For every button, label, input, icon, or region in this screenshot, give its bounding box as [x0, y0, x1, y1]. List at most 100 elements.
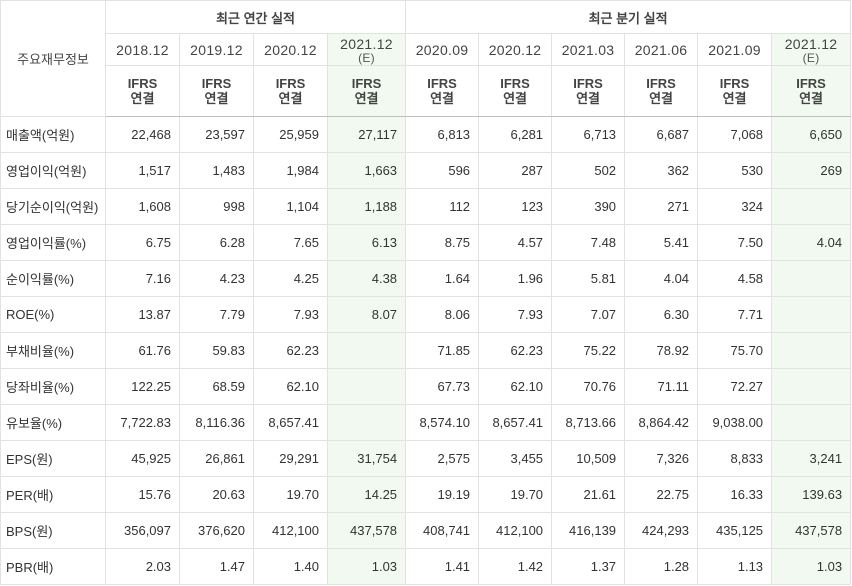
period-date: 2021.06 — [634, 41, 688, 58]
table-cell: 6,650 — [771, 116, 852, 153]
table-cell: 16.33 — [697, 476, 773, 513]
table-cell: 19.70 — [478, 476, 553, 513]
table-cell: 1,663 — [326, 152, 407, 189]
table-cell: 45,925 — [105, 440, 180, 477]
table-cell: 7.07 — [551, 296, 626, 333]
basis-scope: 연결 — [799, 91, 824, 106]
basis-scope: 연결 — [278, 91, 303, 106]
table-cell — [771, 296, 852, 333]
period-date: 2020.12 — [488, 41, 542, 58]
table-cell: 67.73 — [405, 368, 480, 405]
basis-scope: 연결 — [430, 91, 454, 106]
table-cell: 15.76 — [105, 476, 180, 513]
table-cell: 4.04 — [771, 224, 852, 261]
table-cell: 8,116.36 — [179, 404, 254, 441]
table-cell: 22,468 — [105, 116, 180, 153]
table-cell: 75.22 — [551, 332, 626, 369]
table-cell: 1.64 — [405, 260, 480, 297]
table-cell: 408,741 — [405, 512, 480, 549]
table-cell: 112 — [405, 188, 480, 225]
table-row: ROE(%) 13.87 7.79 7.93 8.07 8.06 7.93 7.07 6.30 7… — [0, 296, 852, 333]
row-label: BPS(원) — [0, 512, 106, 549]
table-cell: 78.92 — [624, 332, 699, 369]
table-cell: 362 — [624, 152, 699, 189]
period-header: 2020.09 — [405, 33, 480, 66]
period-header: 2021.12 (E) — [771, 33, 852, 66]
table-cell — [771, 260, 852, 297]
basis-standard: IFRS — [201, 76, 232, 91]
annual-group-header: 최근 연간 실적 — [104, 0, 407, 34]
row-label: ROE(%) — [0, 296, 106, 333]
table-cell: 4.58 — [697, 260, 773, 297]
period-header: 2021.09 — [697, 33, 773, 66]
table-cell: 19.19 — [405, 476, 480, 513]
basis-header: IFRS 연결 — [697, 65, 773, 117]
table-cell: 9,038.00 — [697, 404, 773, 441]
table-cell: 13.87 — [105, 296, 180, 333]
table-cell: 6,281 — [478, 116, 553, 153]
basis-standard: IFRS — [719, 76, 750, 91]
table-row: 당좌비율(%) 122.25 68.59 62.10 67.73 62.10 70.76 71… — [0, 368, 852, 405]
basis-standard: IFRS — [427, 76, 457, 91]
basis-header: IFRS 연결 — [771, 65, 852, 117]
table-cell: 26,861 — [179, 440, 254, 477]
row-label: 당기순이익(억원) — [0, 188, 106, 225]
table-cell: 27,117 — [326, 116, 407, 153]
table-cell: 21.61 — [551, 476, 626, 513]
table-cell — [771, 188, 852, 225]
table-cell: 22.75 — [624, 476, 699, 513]
table-cell: 1.47 — [179, 548, 254, 585]
period-date: 2020.12 — [264, 41, 317, 58]
basis-header: IFRS 연결 — [624, 65, 699, 117]
period-header: 2020.12 — [478, 33, 553, 66]
period-header: 2021.03 — [551, 33, 626, 66]
table-cell: 59.83 — [179, 332, 254, 369]
basis-standard: IFRS — [351, 76, 382, 91]
table-cell: 530 — [697, 152, 773, 189]
table-row: 매출액(억원) 22,468 23,597 25,959 27,117 6,813 6,28… — [0, 116, 852, 153]
table-cell: 2.03 — [105, 548, 180, 585]
table-cell — [771, 404, 852, 441]
table-header: 주요재무정보 최근 연간 실적 최근 분기 실적 2018.12 2019.12 2… — [0, 0, 852, 117]
table-cell: 7.79 — [179, 296, 254, 333]
table-cell: 1,188 — [326, 188, 407, 225]
table-cell: 62.10 — [478, 368, 553, 405]
table-cell: 1,517 — [105, 152, 180, 189]
table-cell: 1.03 — [326, 548, 407, 585]
table-cell: 7.16 — [105, 260, 180, 297]
period-header-row: 2018.12 2019.12 2020.12 2021.12 (E) 2020.09 20… — [1, 33, 852, 66]
table-cell: 6,813 — [405, 116, 480, 153]
row-label: 매출액(억원) — [0, 116, 106, 153]
basis-standard: IFRS — [646, 76, 676, 91]
table-row: 당기순이익(억원) 1,608 998 1,104 1,188 112 123 390 271 3… — [0, 188, 852, 225]
table-cell: 139.63 — [771, 476, 852, 513]
table-cell: 6,687 — [624, 116, 699, 153]
table-cell: 4.04 — [624, 260, 699, 297]
table-cell: 5.41 — [624, 224, 699, 261]
period-estimate-mark: (E) — [802, 50, 820, 65]
period-date: 2021.03 — [561, 41, 615, 58]
basis-standard: IFRS — [127, 76, 158, 91]
table-row: PER(배) 15.76 20.63 19.70 14.25 19.19 19.70 21.6… — [0, 476, 852, 513]
table-cell: 7.65 — [253, 224, 328, 261]
label-column-header: 주요재무정보 — [0, 0, 106, 117]
table-cell: 122.25 — [105, 368, 180, 405]
row-label: 순이익률(%) — [0, 260, 106, 297]
table-cell: 8.07 — [326, 296, 407, 333]
basis-header: IFRS 연결 — [326, 65, 407, 117]
table-row: 유보율(%) 7,722.83 8,116.36 8,657.41 8,574.10 8,… — [0, 404, 852, 441]
basis-scope: 연결 — [503, 91, 527, 106]
table-cell — [326, 368, 407, 405]
table-cell: 62.23 — [478, 332, 553, 369]
table-cell: 998 — [179, 188, 254, 225]
table-cell: 390 — [551, 188, 626, 225]
table-cell: 324 — [697, 188, 773, 225]
table-cell: 1,483 — [179, 152, 254, 189]
table-cell: 20.63 — [179, 476, 254, 513]
table-row: BPS(원) 356,097 376,620 412,100 437,578 408,74… — [0, 512, 852, 549]
table-cell: 8,657.41 — [253, 404, 328, 441]
table-cell: 1,984 — [253, 152, 328, 189]
table-cell: 416,139 — [551, 512, 626, 549]
quarterly-group-header: 최근 분기 실적 — [405, 0, 852, 34]
table-cell: 14.25 — [326, 476, 407, 513]
